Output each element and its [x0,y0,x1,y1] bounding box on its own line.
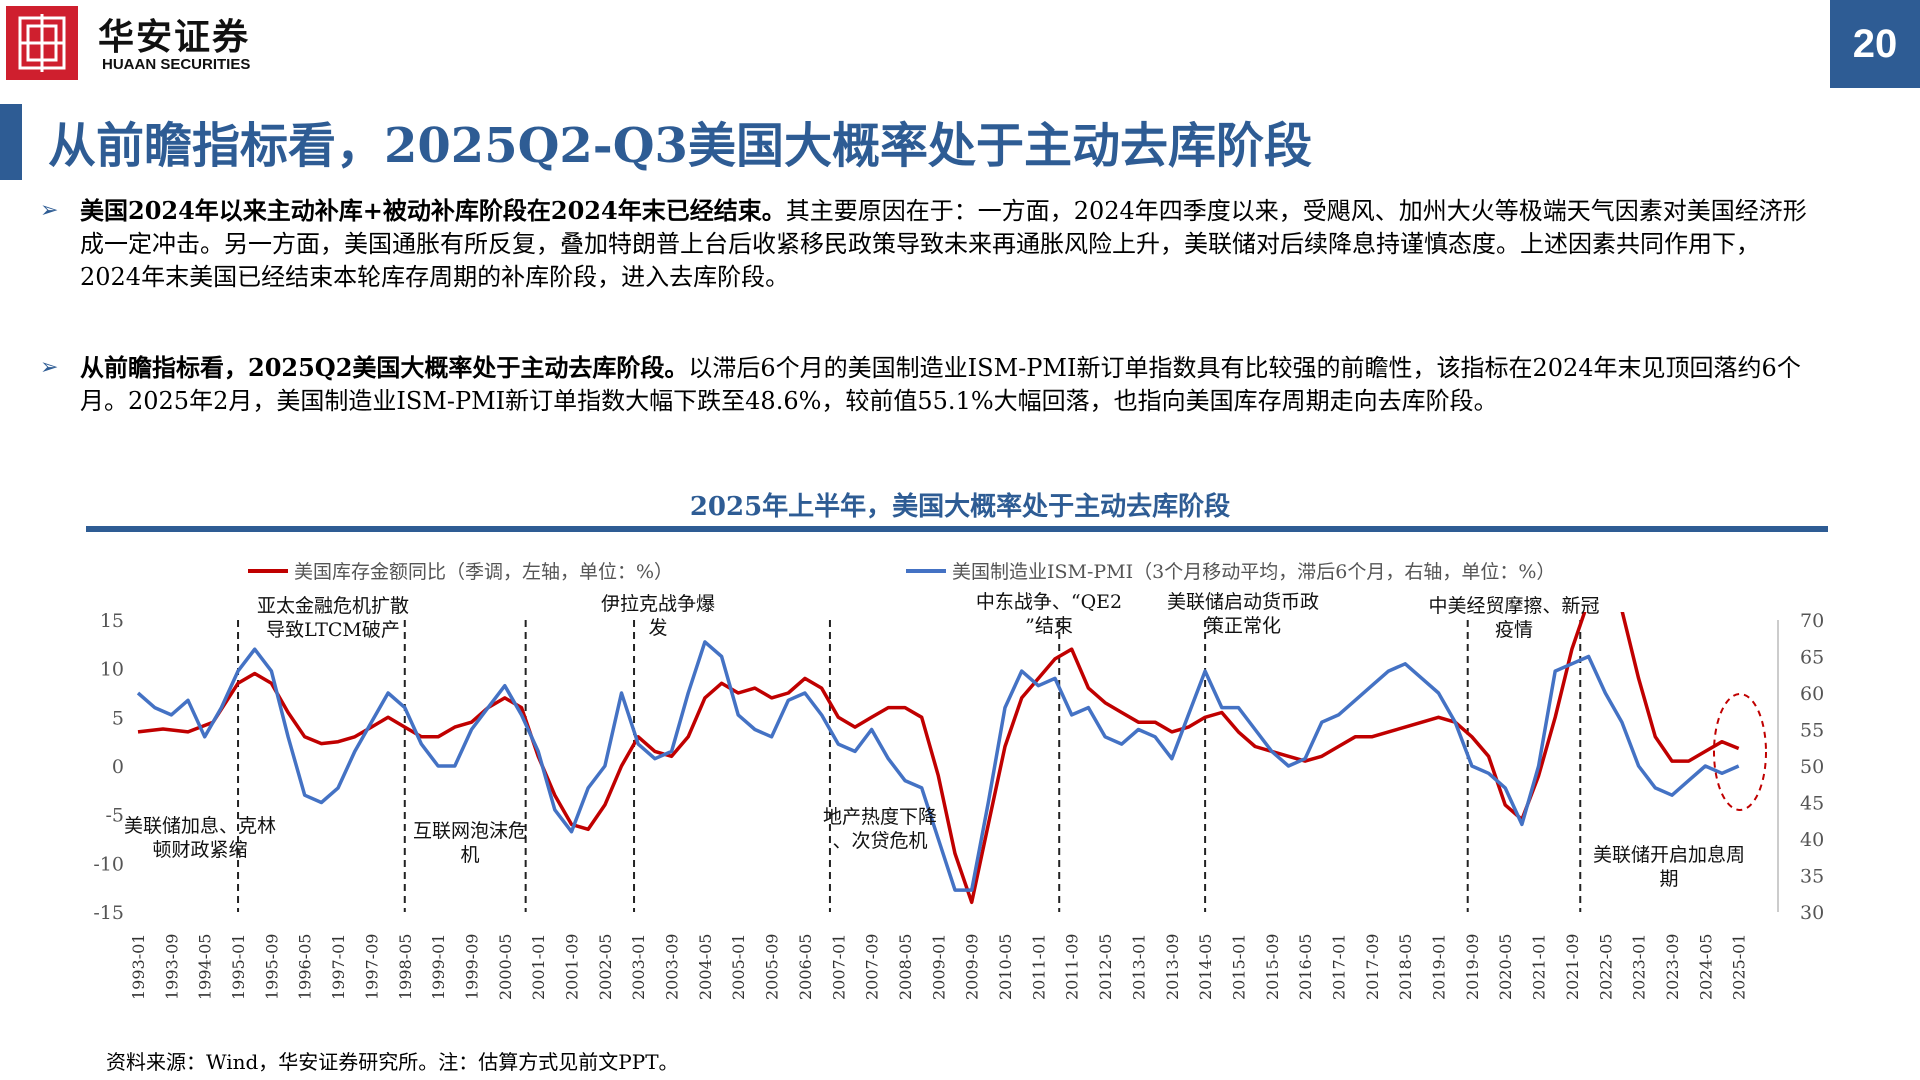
event-annotation: 美联储启动货币政策正常化 [1167,591,1319,637]
logo-name-en: HUAAN SECURITIES [102,56,251,73]
chart-series [136,612,1740,905]
title-accent-bar [0,104,22,180]
x-tick-label: 1995-09 [262,934,281,1000]
x-tick-label: 2001-01 [529,934,548,1000]
x-tick-label: 2001-09 [563,934,582,1000]
legend-label: 美国制造业ISM-PMI（3个月移动平均，滞后6个月，右轴，单位：%） [952,561,1555,583]
x-tick-label: 1995-01 [229,934,248,1000]
logo-name-cn: 华安证券 [98,16,251,58]
y-right-tick-label: 70 [1800,610,1824,632]
x-tick-label: 2013-09 [1163,934,1182,1000]
bullet-2-text: 从前瞻指标看，2025Q2美国大概率处于主动去库阶段。以滞后6个月的美国制造业I… [80,353,1801,415]
bullet-1-text: 美国2024年以来主动补库+被动补库阶段在2024年末已经结束。其主要原因在于：… [80,196,1807,291]
x-tick-label: 2020-05 [1496,934,1515,1000]
x-tick-label: 2009-09 [963,934,982,1000]
x-tick-label: 2009-01 [929,934,948,1000]
x-tick-label: 1994-05 [196,934,215,1000]
x-tick-label: 2021-01 [1530,934,1549,1000]
y-right-tick-label: 65 [1800,647,1824,669]
bullet-2: ➢ 从前瞻指标看，2025Q2美国大概率处于主动去库阶段。以滞后6个月的美国制造… [40,351,1820,418]
x-tick-label: 1996-05 [296,934,315,1000]
y-left-tick-label: 5 [112,707,124,729]
x-tick-label: 2022-05 [1596,934,1615,1000]
x-tick-label: 2023-01 [1630,934,1649,1000]
x-tick-label: 2019-09 [1463,934,1482,1000]
x-tick-label: 1998-05 [396,934,415,1000]
x-tick-label: 2004-05 [696,934,715,1000]
series-line [136,640,1740,892]
x-tick-label: 2015-09 [1263,934,1282,1000]
series-line [137,612,1740,905]
x-tick-label: 2018-05 [1396,934,1415,1000]
bullet-1: ➢ 美国2024年以来主动补库+被动补库阶段在2024年末已经结束。其主要原因在… [40,194,1820,294]
x-tick-label: 2010-05 [996,934,1015,1000]
x-tick-label: 2007-01 [829,934,848,1000]
y-left-tick-label: -5 [105,805,124,827]
x-tick-label: 2015-01 [1229,934,1248,1000]
x-tick-label: 2013-01 [1129,934,1148,1000]
y-right-tick-label: 45 [1800,793,1824,815]
x-tick-label: 2014-05 [1196,934,1215,1000]
y-right-tick-label: 55 [1800,720,1824,742]
event-annotation: 中东战争、“QE2 ”结束 [976,591,1122,637]
page-title: 从前瞻指标看，2025Q2-Q3美国大概率处于主动去库阶段 [48,118,1312,174]
y-right-tick-label: 30 [1800,902,1824,924]
x-tick-label: 1993-01 [129,934,148,1000]
x-tick-label: 2021-09 [1563,934,1582,1000]
x-tick-label: 2002-05 [596,934,615,1000]
chart-title: 2025年上半年，美国大概率处于主动去库阶段 [689,492,1231,522]
event-annotation: 中美经贸摩擦、新冠疫情 [1428,595,1599,641]
x-tick-label: 2005-09 [763,934,782,1000]
arrow-bullet-icon: ➢ [40,198,59,223]
event-annotation: 美联储加息、克林顿财政紧缩 [124,815,276,861]
x-tick-label: 1993-09 [162,934,181,1000]
highlight-circle [1713,693,1767,811]
x-tick-label: 2025-01 [1730,934,1749,1000]
y-left-tick-label: 10 [100,659,124,681]
x-tick-label: 2011-09 [1063,934,1082,1000]
event-annotation: 互联网泡沫危机 [413,820,527,866]
arrow-bullet-icon: ➢ [40,355,59,380]
x-tick-label: 2016-05 [1296,934,1315,1000]
x-tick-label: 2024-05 [1696,934,1715,1000]
x-tick-label: 2006-05 [796,934,815,1000]
chart-legend: 美国库存金额同比（季调，左轴，单位：%） 美国制造业ISM-PMI（3个月移动平均… [248,561,1555,583]
source-note: 资料来源：Wind，华安证券研究所。注：估算方式见前文PPT。 [106,1050,679,1074]
y-left-tick-label: -15 [93,902,124,924]
event-annotation: 地产热度下降、次贷危机 [823,806,937,852]
x-tick-label: 2017-09 [1363,934,1382,1000]
y-left-tick-label: 15 [100,610,124,632]
event-annotation: 伊拉克战争爆发 [601,593,715,639]
x-tick-label: 2023-09 [1663,934,1682,1000]
event-annotation: 美联储开启加息周期 [1593,844,1745,890]
y-right-tick-label: 60 [1800,683,1824,705]
y-left-tick-label: 0 [112,756,124,778]
x-tick-label: 1997-01 [329,934,348,1000]
y-left-tick-label: -10 [93,853,124,875]
x-tick-label: 2000-05 [496,934,515,1000]
y-right-tick-label: 35 [1800,866,1824,888]
x-tick-label: 2003-09 [663,934,682,1000]
y-right-tick-label: 50 [1800,756,1824,778]
legend-label: 美国库存金额同比（季调，左轴，单位：%） [294,561,673,583]
x-tick-label: 2011-01 [1029,934,1048,1000]
x-tick-label: 2012-05 [1096,934,1115,1000]
x-tick-label: 1999-09 [462,934,481,1000]
chart-title-rule [86,526,1828,532]
x-tick-label: 2017-01 [1329,934,1348,1000]
x-tick-label: 2007-09 [863,934,882,1000]
event-annotation: 亚太金融危机扩散导致LTCM破产 [257,595,409,641]
page-number: 20 [1830,0,1920,88]
x-tick-label: 2008-05 [896,934,915,1000]
y-right-tick-label: 40 [1800,829,1824,851]
logo-icon [6,6,78,80]
x-tick-label: 2005-01 [729,934,748,1000]
x-tick-label: 1999-01 [429,934,448,1000]
x-tick-label: 2003-01 [629,934,648,1000]
x-tick-label: 2019-01 [1430,934,1449,1000]
x-tick-label: 1997-09 [362,934,381,1000]
